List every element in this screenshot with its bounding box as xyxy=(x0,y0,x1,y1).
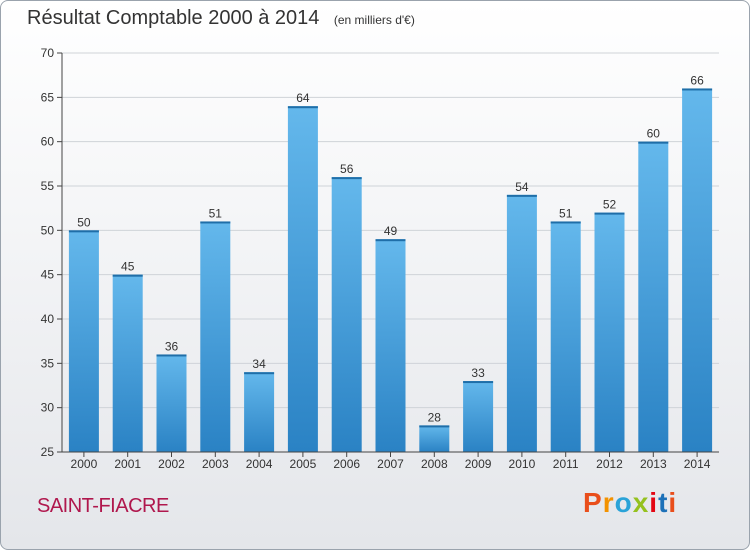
logo-letter: t xyxy=(658,487,669,518)
bar-top-edge xyxy=(200,221,231,224)
data-label: 45 xyxy=(121,260,135,274)
bar-2012 xyxy=(594,212,625,452)
proxiti-logo: Proxiti xyxy=(583,487,677,519)
y-tick-label: 65 xyxy=(41,90,55,104)
bar-2004 xyxy=(244,372,275,452)
bar-top-edge xyxy=(244,372,275,375)
bar-2009 xyxy=(463,381,494,452)
bar-top-edge xyxy=(375,239,406,242)
data-label: 56 xyxy=(340,162,354,176)
bar-2007 xyxy=(375,239,406,452)
bars xyxy=(68,88,713,452)
bar-2003 xyxy=(200,221,231,452)
data-label: 52 xyxy=(603,198,617,212)
bar-2010 xyxy=(506,194,537,452)
bar-2002 xyxy=(156,354,187,452)
data-label: 36 xyxy=(165,339,179,353)
y-tick-label: 60 xyxy=(41,135,55,149)
data-label: 49 xyxy=(384,224,398,238)
x-tick-label: 2004 xyxy=(246,457,273,471)
data-label: 51 xyxy=(209,206,223,220)
bar-2006 xyxy=(331,177,362,452)
labels: 25 30 35 40 45 50 55 60 65 70 50 2000 45 2001 36 2002 51… xyxy=(41,46,711,471)
x-tick-label: 2010 xyxy=(509,457,536,471)
bar-top-edge xyxy=(156,354,187,357)
logo-letter: o xyxy=(614,487,633,518)
y-tick-label: 55 xyxy=(41,179,55,193)
data-label: 66 xyxy=(690,73,704,87)
chart-title: Résultat Comptable 2000 à 2014 xyxy=(27,7,320,29)
bar-2008 xyxy=(419,425,450,452)
x-tick-label: 2005 xyxy=(290,457,317,471)
bar-2000 xyxy=(68,230,99,452)
data-label: 51 xyxy=(559,206,573,220)
data-label: 28 xyxy=(428,410,442,424)
x-tick-label: 2002 xyxy=(158,457,185,471)
bar-top-edge xyxy=(682,88,713,91)
logo-letter: i xyxy=(649,487,659,518)
town-name: SAINT-FIACRE xyxy=(37,495,169,517)
bar-top-edge xyxy=(594,212,625,215)
y-tick-label: 70 xyxy=(41,46,55,60)
bar-2014 xyxy=(682,88,713,452)
bar-top-edge xyxy=(287,106,318,109)
data-label: 50 xyxy=(77,215,91,229)
x-tick-label: 2006 xyxy=(333,457,360,471)
data-label: 60 xyxy=(647,127,661,141)
data-label: 33 xyxy=(471,366,485,380)
data-label: 54 xyxy=(515,180,529,194)
logo-letter: r xyxy=(602,487,615,518)
y-tick-label: 35 xyxy=(41,356,55,370)
logo-letter: x xyxy=(632,487,650,518)
bar-top-edge xyxy=(638,141,669,144)
bar-top-edge xyxy=(419,425,450,428)
bar-top-edge xyxy=(550,221,581,224)
bar-2005 xyxy=(287,106,318,452)
bar-2011 xyxy=(550,221,581,452)
x-tick-label: 2009 xyxy=(465,457,492,471)
title-row: Résultat Comptable 2000 à 2014 (en milli… xyxy=(27,7,415,30)
bar-top-edge xyxy=(112,274,143,277)
y-tick-label: 40 xyxy=(41,312,55,326)
x-tick-label: 2012 xyxy=(596,457,623,471)
x-tick-label: 2011 xyxy=(553,457,579,471)
x-tick-label: 2000 xyxy=(71,457,98,471)
x-tick-label: 2003 xyxy=(202,457,229,471)
bar-2001 xyxy=(112,274,143,452)
y-tick-label: 45 xyxy=(41,268,55,282)
logo-letter: P xyxy=(583,487,603,518)
logo-letter: i xyxy=(668,487,678,518)
y-tick-label: 30 xyxy=(41,401,55,415)
bar-2013 xyxy=(638,141,669,452)
bar-top-edge xyxy=(331,177,362,180)
x-tick-label: 2007 xyxy=(377,457,404,471)
axes xyxy=(57,52,719,457)
chart-unit: (en milliers d'€) xyxy=(333,13,415,27)
x-tick-label: 2001 xyxy=(114,457,141,471)
y-tick-label: 50 xyxy=(41,223,55,237)
bar-top-edge xyxy=(506,194,537,197)
bar-top-edge xyxy=(463,381,494,384)
data-label: 64 xyxy=(296,91,310,105)
x-tick-label: 2008 xyxy=(421,457,448,471)
y-tick-label: 25 xyxy=(41,445,55,459)
data-label: 34 xyxy=(252,357,266,371)
x-tick-label: 2014 xyxy=(684,457,711,471)
x-tick-label: 2013 xyxy=(640,457,667,471)
bar-top-edge xyxy=(68,230,99,233)
